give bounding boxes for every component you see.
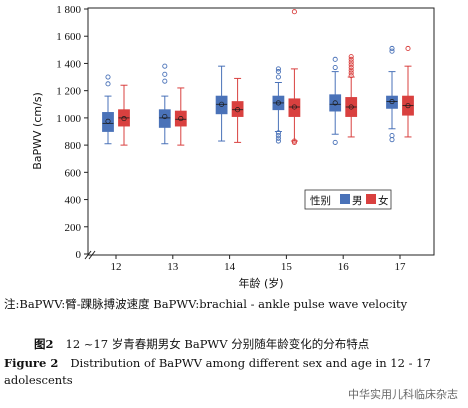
box-女-15 — [288, 9, 301, 145]
legend-swatch-female — [366, 194, 376, 204]
box-iqr — [174, 110, 187, 127]
y-axis-title: BaPWV (cm/s) — [31, 92, 44, 170]
outlier-point — [332, 64, 338, 71]
mean-marker — [219, 101, 225, 107]
outlier-point — [162, 63, 168, 69]
y-axis: 0 200 400 600 800 1 000 1 200 1 400 1 600 1 800 — [56, 4, 88, 261]
x-tick-label: 12 — [111, 261, 122, 273]
outlier-point — [348, 70, 354, 76]
box-iqr — [102, 112, 114, 132]
mean-marker — [105, 118, 111, 124]
outlier-point — [348, 54, 354, 60]
y-tick-label: 600 — [65, 167, 82, 179]
x-tick-label: 14 — [224, 261, 236, 273]
mean-marker — [121, 116, 127, 122]
outlier-point — [332, 56, 338, 62]
figure-label-en: Figure 2 — [4, 356, 59, 370]
box-男-16 — [329, 56, 342, 145]
outlier-point — [389, 133, 395, 139]
axis-break-mark — [84, 250, 96, 260]
outlier-point — [348, 56, 354, 62]
box-女-13 — [174, 87, 187, 146]
box-iqr — [386, 95, 398, 109]
y-tick-label: 1 200 — [56, 86, 81, 98]
outlier-point — [405, 45, 411, 52]
outlier-point — [275, 130, 281, 136]
outlier-point — [389, 45, 395, 52]
box-男-13 — [158, 63, 171, 145]
boxplot-chart: 0 200 400 600 800 1 000 1 200 1 400 1 600 1 800 1… — [31, 4, 435, 290]
outlier-point — [162, 78, 168, 84]
mean-marker — [235, 107, 241, 113]
box-女-14 — [231, 77, 244, 143]
legend-label-female: 女 — [378, 194, 389, 207]
outlier-point — [348, 62, 354, 68]
mean-marker — [275, 100, 281, 106]
y-tick-label: 1 800 — [56, 4, 81, 16]
box-iqr — [329, 94, 342, 112]
mean-marker — [162, 113, 168, 120]
y-tick-label: 800 — [65, 140, 82, 152]
y-tick-label: 200 — [65, 222, 82, 234]
box-女-17 — [402, 45, 414, 138]
outlier-point — [275, 66, 281, 72]
box-iqr — [231, 101, 244, 117]
figure-caption-zh: 图2 12 ~17 岁青春期男女 BaPWV 分别随年龄变化的分布特点 — [4, 336, 464, 353]
outlier-point — [162, 71, 168, 77]
legend-label-male: 男 — [352, 195, 363, 207]
x-tick-label: 15 — [281, 261, 293, 273]
outlier-point — [291, 9, 297, 15]
box-女-12 — [118, 84, 130, 146]
y-tick-label: 1 400 — [56, 58, 81, 70]
outlier-point — [348, 73, 354, 79]
box-series — [102, 9, 414, 146]
figure-caption-en: Figure 2 Distribution of BaPWV among diff… — [4, 355, 464, 389]
outlier-point — [105, 81, 111, 87]
x-tick-label: 16 — [338, 261, 350, 273]
figure-title-en: Distribution of BaPWV among different se… — [4, 356, 431, 387]
outlier-point — [275, 74, 281, 80]
outlier-point — [105, 74, 111, 80]
y-tick-label: 400 — [65, 195, 82, 207]
box-iqr — [215, 95, 228, 115]
mean-marker — [389, 99, 395, 105]
outlier-point — [275, 138, 281, 144]
mean-marker — [405, 103, 411, 109]
box-男-15 — [272, 66, 285, 144]
outlier-point — [389, 48, 395, 54]
outlier-point — [275, 135, 281, 141]
outlier-point — [332, 139, 338, 145]
box-女-16 — [345, 54, 358, 138]
figure-title-zh: 12 ~17 岁青春期男女 BaPWV 分别随年龄变化的分布特点 — [65, 337, 370, 351]
mean-marker — [291, 104, 297, 110]
outlier-point — [348, 59, 354, 65]
outlier-point — [348, 67, 354, 73]
mean-marker — [178, 116, 184, 122]
x-axis-title: 年龄 (岁) — [238, 276, 283, 290]
outlier-point — [348, 64, 354, 71]
mean-marker — [348, 104, 354, 110]
box-男-12 — [102, 74, 114, 145]
outlier-point — [275, 69, 281, 75]
x-axis: 12 13 14 15 16 17 — [111, 255, 407, 273]
outlier-point — [275, 133, 281, 139]
figure-label-zh: 图2 — [34, 337, 54, 351]
x-tick-label: 13 — [167, 261, 179, 273]
plot-area — [87, 7, 435, 256]
y-tick-label: 0 — [76, 249, 82, 261]
legend-title: 性别 — [310, 194, 331, 207]
box-男-14 — [215, 65, 228, 142]
legend: 性别 男 女 — [304, 189, 392, 210]
outlier-point — [291, 138, 297, 144]
figure-note: 注:BaPWV:臂-踝脉搏波速度 BaPWV:brachial - ankle … — [4, 297, 408, 311]
journal-watermark: 中华实用儿科临床杂志 — [348, 388, 458, 401]
y-tick-label: 1 600 — [56, 31, 81, 43]
y-tick-label: 1 000 — [56, 113, 81, 125]
x-tick-label: 17 — [395, 261, 407, 273]
box-男-17 — [386, 45, 398, 143]
mean-marker — [332, 100, 338, 106]
legend-swatch-male — [340, 194, 350, 204]
box-iqr — [288, 98, 301, 117]
